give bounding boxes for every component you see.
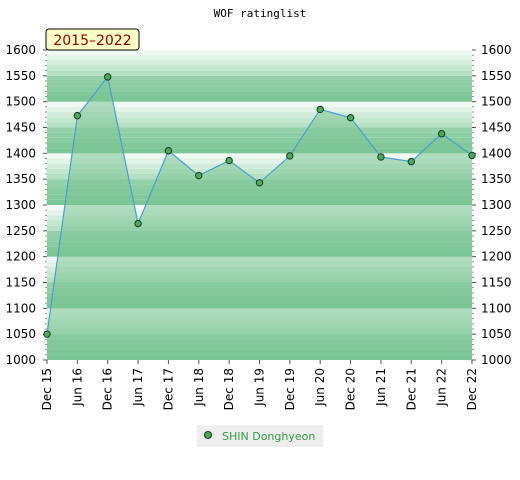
y-tick-label-right: 1300 [481,198,512,212]
background-band [47,86,472,92]
x-tick-label: Jun 18 [192,368,206,407]
background-band [47,148,472,154]
x-tick-label: Jun 17 [131,368,145,407]
background-band [47,50,472,56]
data-point[interactable] [407,157,415,166]
data-point[interactable] [195,171,203,180]
x-tick-label: Dec 22 [465,368,479,410]
x-tick-label: Dec 19 [283,368,297,410]
axis-layer: 1000 1000 1050 1050 1100 1100 1150 1150 1200 1200… [5,43,511,410]
data-point[interactable] [225,156,233,165]
period-badge-box [45,28,140,51]
background-band [47,81,472,87]
background-band [47,163,472,169]
background-band [47,96,472,102]
background-band [47,122,472,128]
y-tick-label-right: 1100 [481,301,512,315]
background-band [47,117,472,123]
x-tick-label: Dec 16 [101,368,115,410]
series-area [47,76,472,360]
y-tick-label-right: 1050 [481,327,512,341]
background-band [47,112,472,118]
y-tick-label-right: 1150 [481,276,512,290]
y-tick-label-right: 1400 [481,146,512,160]
legend-label: SHIN Donghyeon [222,430,315,443]
data-point[interactable] [437,130,446,138]
data-point[interactable] [255,179,264,187]
y-tick-label-right: 1450 [481,121,512,135]
data-point[interactable] [468,151,476,160]
data-point[interactable] [73,111,82,120]
y-tick-label-left: 1050 [5,327,36,341]
y-tick-label-left: 1400 [5,146,36,160]
x-tick-label: Jun 19 [253,368,267,407]
period-badge-label: 2015–2022 [53,33,131,49]
y-tick-label-left: 1150 [5,276,36,290]
y-tick-label-right: 1500 [481,95,512,109]
y-tick-label-right: 1600 [481,43,512,57]
y-tick-label-left: 1600 [5,43,36,57]
background-band [47,101,472,107]
background-band [47,55,472,61]
background-band [47,137,472,143]
legend-box [197,425,323,447]
background-band [47,75,472,81]
legend-marker [204,431,212,439]
y-tick-label-left: 1250 [5,224,36,238]
y-tick-label-left: 1200 [5,250,36,264]
y-tick-label-right: 1250 [481,224,512,238]
x-tick-label: Dec 20 [344,368,358,410]
y-tick-label-right: 1350 [481,172,512,186]
marker-layer [43,73,476,338]
y-tick-label-left: 1100 [5,301,36,315]
y-tick-label-right: 1000 [481,353,512,367]
data-point[interactable] [346,113,355,122]
x-tick-label: Dec 18 [222,368,236,410]
y-tick-label-right: 1550 [481,69,512,83]
data-point[interactable] [43,330,51,338]
background-band [47,91,472,97]
y-tick-label-right: 1200 [481,250,512,264]
y-tick-label-left: 1500 [5,95,36,109]
background-band [47,106,472,112]
background-band [47,168,472,174]
y-tick-label-left: 1300 [5,198,36,212]
data-point[interactable] [164,147,173,155]
background-band [47,70,472,76]
y-tick-label-left: 1450 [5,121,36,135]
x-tick-label: Jun 22 [435,368,449,407]
period-badge: 2015–2022 [45,28,140,51]
data-point[interactable] [286,152,294,160]
background-band [47,127,472,133]
x-tick-label: Dec 15 [40,368,54,410]
background-band [47,60,472,66]
chart-title: WOF ratinglist [214,7,307,20]
x-tick-label: Dec 17 [161,368,175,410]
data-point[interactable] [316,105,324,114]
y-tick-label-left: 1550 [5,69,36,83]
background-band [47,132,472,138]
background-band [47,143,472,149]
x-tick-label: Dec 21 [404,368,418,410]
x-tick-label: Jun 21 [374,368,388,407]
background-band [47,65,472,71]
background-band [47,153,472,159]
legend[interactable]: SHIN Donghyeon [197,425,323,447]
data-point[interactable] [104,73,112,81]
y-tick-label-left: 1000 [5,353,36,367]
x-tick-label: Jun 16 [70,368,84,407]
data-point[interactable] [134,219,142,228]
background-band [47,158,472,164]
x-tick-label: Jun 20 [313,368,327,407]
y-tick-label-left: 1350 [5,172,36,186]
data-point[interactable] [377,153,385,161]
background-band [47,174,472,180]
